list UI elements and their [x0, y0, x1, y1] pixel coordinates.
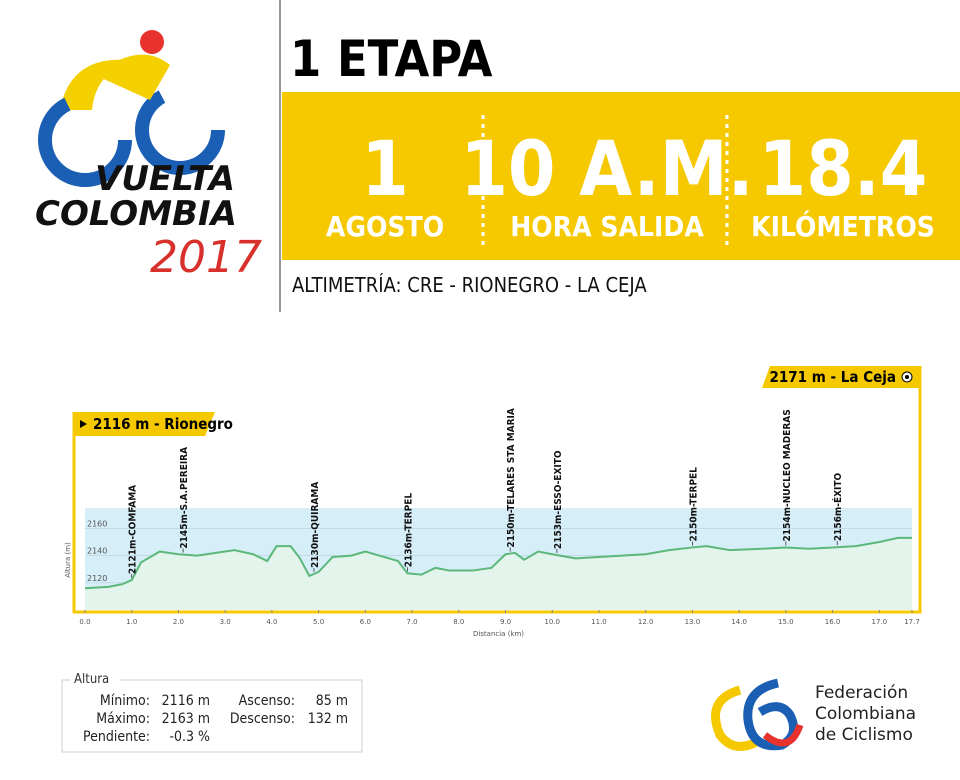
x-tick-label: 9.0: [500, 618, 511, 626]
x-tick-label: 14.0: [731, 618, 747, 626]
federation-text: Colombiana: [815, 704, 916, 724]
logo-text: COLOMBIA: [35, 194, 237, 234]
annotation: 2121m-COMFAMA: [128, 485, 139, 574]
logo-text: VUELTA: [95, 159, 235, 199]
stat-value: 10 A.M.: [460, 124, 753, 213]
federation-text: Federación: [815, 683, 908, 703]
chart-frame: [72, 366, 922, 614]
stat-value: 18.4: [759, 124, 928, 213]
summary-box: [61, 679, 363, 753]
logo-year: 2017: [150, 232, 262, 283]
x-tick-label: 17.0: [871, 618, 887, 626]
x-tick-label: 3.0: [220, 618, 231, 626]
stats-bar: [282, 92, 960, 260]
y-tick-label: 2120: [87, 574, 107, 583]
summary-cell: 132 m: [308, 711, 348, 727]
annotation: 2145m-S.A.PEREIRA: [179, 447, 190, 549]
y-tick-label: 2160: [87, 519, 107, 528]
summary-cell: 2163 m: [162, 711, 210, 727]
annotation: 2150m-TERPEL: [688, 467, 699, 542]
annotation: 2154m-NUCLEO MADERAS: [782, 409, 793, 541]
y-tick-label: 2140: [87, 547, 107, 556]
annotation: 2153m-ESSO-EXITO: [553, 450, 564, 549]
x-tick-label: 6.0: [360, 618, 371, 626]
summary-cell: -0.3 %: [169, 729, 210, 745]
annotation: 2130m-QUIRAMA: [310, 482, 321, 568]
x-tick-label: 4.0: [266, 618, 277, 626]
x-tick-label: 16.0: [825, 618, 841, 626]
summary-legend-bg: [70, 672, 120, 686]
x-tick-label: 13.0: [685, 618, 701, 626]
x-tick-label: 15.0: [778, 618, 794, 626]
stat-label: HORA SALIDA: [510, 210, 704, 243]
stat-label: AGOSTO: [326, 210, 444, 243]
start-label: 2116 m - Rionegro: [93, 415, 233, 433]
summary-cell: Ascenso:: [239, 693, 295, 709]
summary-cell: 2116 m: [162, 693, 210, 709]
title: 1 ETAPA: [290, 30, 493, 88]
summary-cell: 85 m: [316, 693, 348, 709]
x-tick-label: 7.0: [406, 618, 417, 626]
x-tick-label: 17.7: [904, 618, 920, 626]
federation-text: de Ciclismo: [815, 725, 913, 745]
summary-title: Altura: [74, 672, 109, 687]
line: [84, 536, 912, 590]
stat-value: 1: [361, 124, 409, 213]
x-tick-label: 12.0: [638, 618, 654, 626]
y-axis-label: Altura (m): [64, 542, 72, 578]
x-axis-label: Distancia (km): [473, 630, 524, 638]
summary-cell: Pendiente:: [83, 729, 150, 745]
federation-logo: [711, 678, 804, 751]
x-tick-label: 10.0: [544, 618, 560, 626]
x-tick-label: 5.0: [313, 618, 324, 626]
summary-cell: Mínimo:: [100, 693, 150, 709]
end-label: 2171 m - La Ceja: [770, 368, 897, 386]
annotation: 2136m-TERPEL: [403, 493, 414, 568]
x-tick-label: 11.0: [591, 618, 607, 626]
x-tick-label: 2.0: [173, 618, 184, 626]
stat-label: KILÓMETROS: [751, 209, 935, 243]
area: [85, 537, 912, 610]
annotation: 2156m-ÉXITO: [831, 472, 844, 541]
summary-cell: Máximo:: [96, 711, 150, 727]
subtitle: ALTIMETRÍA: CRE - RIONEGRO - LA CEJA: [292, 273, 647, 297]
x-tick-label: 8.0: [453, 618, 464, 626]
x-tick-label: 1.0: [126, 618, 137, 626]
summary-cell: Descenso:: [230, 711, 295, 727]
logo: VUELTA COLOMBIA 2017: [35, 30, 262, 283]
annotation: 2150m-TELARES STA MARIA: [506, 408, 517, 547]
x-tick-label: 0.0: [79, 618, 90, 626]
